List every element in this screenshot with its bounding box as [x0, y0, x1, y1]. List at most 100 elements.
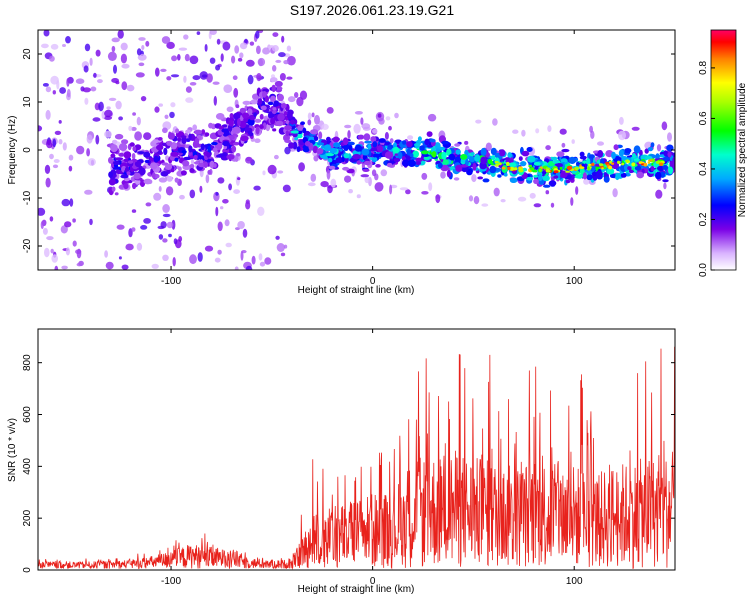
spectrogram-ridge-cell	[255, 126, 260, 135]
spectrogram-noise-cell	[170, 74, 180, 78]
spectrogram-noise-cell	[237, 221, 245, 229]
spectrogram-ridge-cell	[491, 155, 496, 161]
spectrogram-noise-cell	[215, 192, 219, 196]
spectrogram-ridge-cell	[226, 106, 234, 113]
spectrogram-ridge-cell	[194, 137, 200, 144]
spectrogram-ridge-cell	[634, 165, 642, 171]
spectrogram-noise-cell	[471, 174, 477, 183]
spectrogram-noise-cell	[178, 47, 188, 51]
spectrogram-ridge-cell	[401, 155, 406, 161]
spectrogram-noise-cell	[310, 173, 317, 182]
spectrogram-ridge-cell	[480, 147, 487, 156]
spectrogram-noise-cell	[189, 55, 199, 65]
spectrogram-noise-cell	[256, 73, 262, 82]
spectrogram-ridge-cell	[437, 162, 443, 169]
spectrogram-noise-cell	[245, 265, 253, 270]
spectrogram-noise-cell	[279, 73, 286, 81]
spectrogram-noise-cell	[320, 181, 329, 188]
spectrogram-noise-cell	[327, 185, 333, 194]
spectrogram-noise-cell	[136, 242, 143, 251]
spectrogram-ridge-cell	[114, 192, 119, 196]
spectrogram-noise-cell	[533, 203, 542, 208]
spectrogram-ridge-cell	[606, 168, 615, 175]
spectrogram-noise-cell	[115, 81, 120, 85]
spectrogram-ridge-cell	[401, 159, 410, 167]
spectrogram-noise-cell	[54, 265, 59, 270]
spectrogram-noise-cell	[115, 100, 122, 110]
spectrogram-ridge-cell	[212, 147, 218, 153]
spectrogram-noise-cell	[75, 249, 82, 254]
spectrogram-noise-cell	[153, 192, 162, 201]
spectrogram-noise-cell	[155, 67, 160, 77]
spectrogram-peak-cell	[501, 166, 506, 170]
spectrogram-ridge-cell	[110, 153, 116, 158]
spectrogram-noise-cell	[51, 254, 58, 263]
spectrogram-ridge-cell	[152, 172, 156, 179]
colorbar: 0.0 0.2 0.4 0.6 0.8 Normalized spectral ampl…	[698, 29, 748, 277]
spectrogram-ridge-cell	[603, 176, 610, 183]
spectrogram-ridge-cell	[421, 150, 429, 155]
spectrogram-ridge-cell	[200, 143, 205, 151]
spectrogram-noise-cell	[545, 145, 551, 151]
spectrogram-noise-cell	[280, 252, 286, 257]
figure-title: S197.2026.061.23.19.G21	[290, 2, 454, 18]
spectrogram-ridge-cell	[259, 113, 264, 120]
spectrogram-ridge-cell	[247, 108, 253, 115]
spectrogram-ridge-cell	[384, 151, 394, 159]
spectrogram-ridge-cell	[647, 147, 654, 152]
spectrogram-ridge-cell	[448, 153, 456, 161]
spectrogram-noise-cell	[68, 165, 73, 172]
spectrogram-noise-cell	[209, 30, 217, 35]
spectrogram-noise-cell	[136, 48, 142, 56]
spectrogram-noise-cell	[38, 125, 43, 132]
spectrogram-ridge-cell	[271, 84, 276, 93]
spectrogram-noise-cell	[162, 204, 170, 213]
spectrogram-noise-cell	[72, 240, 77, 247]
spectrogram-ridge-cell	[363, 133, 371, 141]
spectrogram-ridge-cell	[204, 132, 210, 137]
spectrogram-noise-cell	[54, 130, 62, 135]
spectrogram-ridge-cell	[235, 104, 240, 109]
spectrogram-noise-cell	[89, 218, 93, 226]
spectrogram-noise-cell	[158, 234, 164, 240]
spectrogram-noise-cell	[281, 35, 285, 43]
spectrogram-noise-cell	[435, 194, 441, 204]
spectrogram-noise-cell	[561, 142, 566, 148]
spectrogram-noise-cell	[111, 45, 116, 53]
spectrogram-noise-cell	[50, 75, 59, 85]
spectrogram-ridge-cell	[441, 140, 449, 145]
spectrogram-ridge-cell	[160, 171, 169, 177]
spectrogram-noise-cell	[278, 52, 286, 58]
spectrogram-noise-cell	[65, 36, 71, 44]
spectrogram-noise-cell	[245, 59, 255, 67]
spectrogram-ridge-cell	[108, 171, 113, 178]
spectrogram-ridge-cell	[158, 177, 168, 183]
spectrogram-noise-cell	[473, 196, 480, 205]
spectrogram-ridge-cell	[253, 112, 257, 117]
spectrogram-ridge-cell	[346, 141, 355, 146]
spectrogram-noise-cell	[204, 44, 208, 52]
colorbar-tick-label: 0.6	[698, 111, 709, 125]
snr-y-tick-label: 800	[22, 354, 33, 371]
spectrogram-ridge-cell	[265, 95, 269, 103]
spectrogram-noise-cell	[169, 111, 175, 119]
spectrogram-noise-cell	[259, 261, 266, 267]
spectrogram-ridge-cell	[274, 86, 283, 91]
spectrogram-peak-cell	[528, 164, 533, 168]
spectrogram-ridge-cell	[232, 141, 240, 146]
spectrogram-ridge-cell	[591, 171, 597, 176]
spectrogram-ridge-cell	[620, 156, 628, 161]
spectrogram-noise-cell	[277, 170, 284, 174]
spectrogram-noise-cell	[251, 255, 256, 265]
spectrogram-noise-cell	[86, 148, 90, 157]
spectrogram-noise-cell	[95, 134, 100, 145]
spectrogram-noise-cell	[154, 106, 160, 113]
spectrogram-ridge-cell	[112, 139, 118, 144]
spectrogram-ridge-cell	[356, 160, 362, 165]
spectrogram-ridge-cell	[163, 147, 168, 156]
spectrogram-noise-cell	[307, 182, 316, 187]
spectrogram-ridge-cell	[645, 155, 653, 160]
spectrogram-ridge-cell	[166, 176, 173, 182]
spectrogram-ridge-cell	[123, 158, 129, 162]
spectrogram-ridge-cell	[415, 157, 423, 163]
